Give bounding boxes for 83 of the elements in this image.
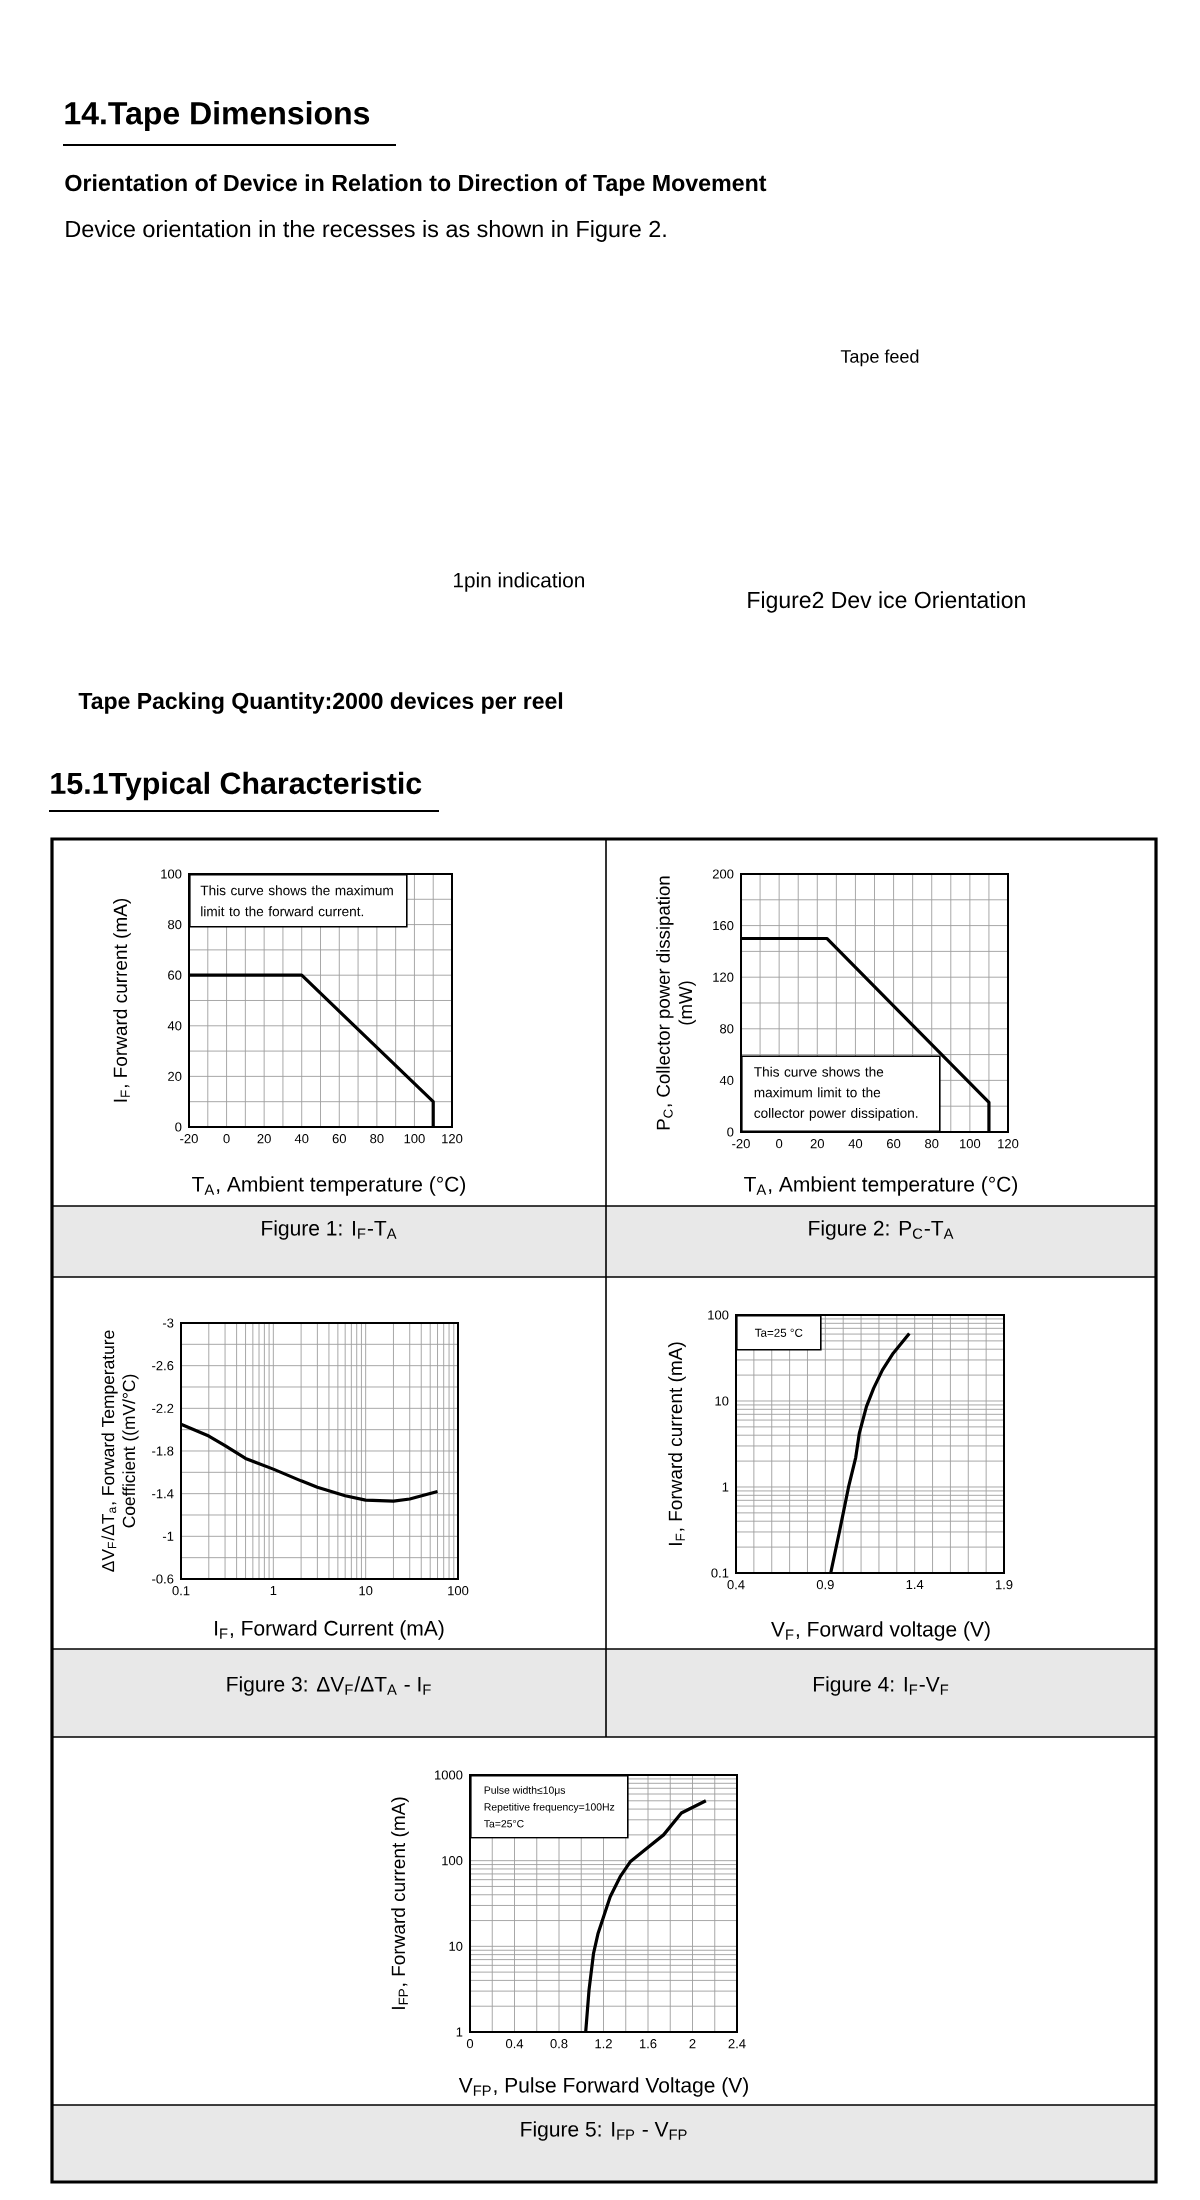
text: Tape Packing Quantity:2000 devices per reel <box>78 692 563 714</box>
x-tick-label: 1.9 <box>995 1580 1013 1590</box>
x-axis-title: I$_{F}$, Forward Current (mA) <box>215 1620 444 1640</box>
annotation: Ta=25 °C <box>754 1328 803 1337</box>
y-tick-label: -2.6 <box>152 1361 174 1371</box>
x-tick-label: 60 <box>887 1139 901 1149</box>
x-tick-label: 20 <box>810 1139 824 1149</box>
text: Figure 2: P$_{C}$-T$_{A}$ <box>809 1220 954 1240</box>
text: Figure 3: ΔV$_{F}$/ΔT$_{A}$ - I$_{F}$ <box>227 1676 431 1696</box>
x-tick-label: 1 <box>270 1586 277 1596</box>
y-axis-title: P$_{C}$, Collector power dissipation (mW) <box>656 876 696 1130</box>
y-axis-title: I$_{FP}$, Forward current (mA) <box>391 1797 409 2009</box>
annotation: Ta=25°C <box>484 1820 524 1828</box>
y-tick-label: -1.8 <box>152 1446 174 1456</box>
x-tick-label: 1.6 <box>639 2039 657 2049</box>
x-tick-label: 0.8 <box>550 2039 568 2049</box>
y-tick-label: 80 <box>720 1024 734 1034</box>
y-tick-label: -3 <box>162 1318 174 1328</box>
y-tick-label: 100 <box>708 1310 729 1320</box>
x-tick-label: 0.4 <box>727 1580 745 1590</box>
text: Tape feed <box>840 349 919 367</box>
y-tick-label: 160 <box>713 921 734 931</box>
y-tick-label: 100 <box>161 869 182 879</box>
y-tick-label: 0.1 <box>711 1568 729 1578</box>
y-tick-label: 200 <box>712 869 734 879</box>
x-tick-label: 120 <box>998 1139 1019 1149</box>
x-tick-label: 0.9 <box>816 1580 834 1590</box>
x-tick-label: 20 <box>257 1134 271 1144</box>
y-tick-label: 80 <box>168 920 182 930</box>
x-tick-label: -20 <box>732 1139 750 1149</box>
y-tick-label: -2.2 <box>152 1403 174 1413</box>
y-tick-label: 20 <box>168 1071 182 1081</box>
y-tick-label: 120 <box>713 972 734 982</box>
text: 14.Tape Dimensions <box>65 101 370 131</box>
y-tick-label: 100 <box>442 1856 463 1866</box>
x-tick-label: 0.4 <box>505 2039 524 2049</box>
text: Orientation of Device in Relation to Direction of Tape Movement <box>65 174 767 196</box>
x-tick-label: 80 <box>925 1139 939 1149</box>
y-tick-label: 1000 <box>435 1770 463 1780</box>
y-tick-label: 0 <box>727 1127 734 1137</box>
x-tick-label: 80 <box>370 1134 384 1144</box>
text: Figure 1: I$_{F}$-T$_{A}$ <box>262 1220 397 1240</box>
x-axis-title: T$_{A}$, Ambient temperature (°C) <box>192 1176 466 1196</box>
y-tick-label: 60 <box>168 970 182 980</box>
text: Figure 4: I$_{F}$-V$_{F}$ <box>814 1676 949 1696</box>
text: 15.1Typical Characteristic <box>51 771 422 801</box>
y-tick-label: -1 <box>162 1531 174 1541</box>
y-axis-title: I$_{F}$, Forward current (mA) <box>668 1342 686 1545</box>
x-tick-label: 100 <box>960 1139 981 1149</box>
x-tick-label: 2 <box>689 2039 696 2049</box>
text: 1pin indication <box>454 572 584 592</box>
x-tick-label: 0 <box>466 2039 474 2049</box>
x-tick-label: 100 <box>404 1134 425 1144</box>
x-axis-title: T$_{A}$, Ambient temperature (°C) <box>744 1176 1018 1196</box>
x-tick-label: 40 <box>848 1139 863 1149</box>
y-axis-title: I$_{F}$, Forward current (mA) <box>113 898 131 1102</box>
x-tick-label: 1.2 <box>595 2039 612 2049</box>
y-tick-label: 40 <box>719 1075 734 1085</box>
x-axis-title: V$_{F}$, Forward voltage (V) <box>771 1621 990 1641</box>
x-tick-label: 60 <box>332 1134 346 1144</box>
text: Device orientation in the recesses is as shown in Figure 2. <box>66 220 666 242</box>
text: Figure 5: I$_{FP}$ - V$_{FP}$ <box>521 2121 687 2141</box>
x-tick-label: 2.4 <box>728 2039 746 2049</box>
x-tick-label: 10 <box>359 1586 373 1596</box>
annotation: This curve shows the maximum limit to the forward current. <box>200 885 393 917</box>
y-tick-label: 10 <box>715 1396 729 1406</box>
x-tick-label: 0 <box>776 1139 783 1149</box>
x-tick-label: 1.4 <box>906 1580 924 1589</box>
y-tick-label: -0.6 <box>152 1574 174 1584</box>
y-tick-label: 0 <box>175 1122 182 1132</box>
y-tick-label: 10 <box>449 1941 463 1951</box>
x-tick-label: -20 <box>180 1134 198 1144</box>
y-tick-label: 40 <box>167 1021 182 1031</box>
annotation: Repetitive frequency=100Hz <box>484 1802 615 1813</box>
x-tick-label: 0 <box>223 1134 230 1144</box>
y-tick-label: 1 <box>456 2027 463 2037</box>
caption: Figure2 Dev ice Orientation <box>748 591 1025 613</box>
y-tick-label: -1.4 <box>152 1489 174 1499</box>
y-tick-label: 1 <box>722 1482 729 1492</box>
x-axis-title: V$_{FP}$, Pulse Forward Voltage (V) <box>458 2077 748 2097</box>
annotation: This curve shows the maximum limit to the collector power dissipation. <box>754 1066 918 1121</box>
annotation: Pulse width≤10μs <box>484 1786 566 1796</box>
x-tick-label: 40 <box>294 1134 309 1144</box>
